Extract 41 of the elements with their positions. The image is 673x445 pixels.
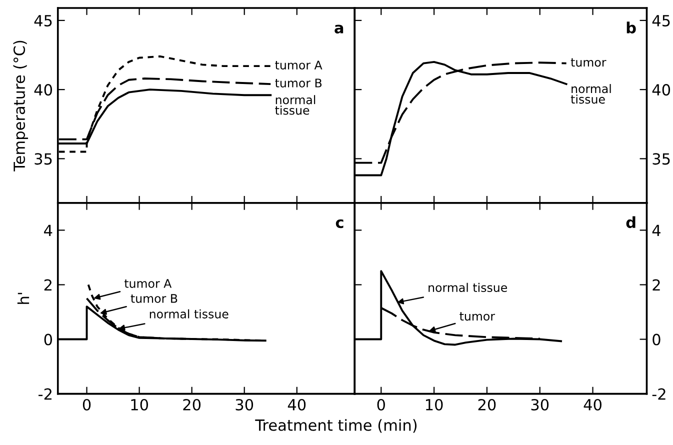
x-tick-label: 0 <box>377 398 385 411</box>
y-tick-label: -2 <box>652 388 666 400</box>
x-tick-label: 10 <box>426 398 443 411</box>
x-tick-label: 20 <box>478 398 496 411</box>
y-tick-label: 45 <box>652 15 670 26</box>
x-tick-label: 40 <box>288 398 306 411</box>
y-tick-label: -2 <box>38 388 52 400</box>
series-label: normal tissue <box>275 95 316 115</box>
annotation: normal tissue <box>150 309 228 318</box>
y-axis-title: h' <box>17 292 30 304</box>
x-tick-label: 20 <box>183 398 201 411</box>
x-tick-label: 40 <box>584 398 602 411</box>
annotation: tumor A <box>124 279 172 288</box>
annotation: normal tissue <box>428 282 508 292</box>
annotation: tumor B <box>130 294 178 303</box>
y-tick-label: 2 <box>652 279 660 291</box>
x-tick-label: 10 <box>131 398 148 411</box>
y-tick-label: 0 <box>652 334 660 346</box>
annotation: b <box>626 22 636 34</box>
annotation: a <box>334 24 344 34</box>
series-label: normal tissue <box>570 84 611 104</box>
y-tick-label: 2 <box>44 279 52 291</box>
y-tick-label: 40 <box>652 84 670 96</box>
x-tick-label: 30 <box>236 398 254 411</box>
y-tick-label: 35 <box>34 153 52 165</box>
y-tick-label: 40 <box>34 84 52 96</box>
y-tick-label: 45 <box>34 15 52 26</box>
series-label: tumor A <box>275 60 322 70</box>
x-axis-title: Treatment time (min) <box>255 419 417 433</box>
series-label: tumor B <box>275 78 322 88</box>
y-axis-title: Temperature (°C) <box>13 40 28 172</box>
y-tick-label: 4 <box>44 224 52 236</box>
annotation: d <box>626 216 636 228</box>
annotation: tumor <box>460 312 495 321</box>
x-tick-label: 30 <box>531 398 549 411</box>
y-tick-label: 4 <box>652 224 660 236</box>
y-tick-label: 0 <box>44 334 52 346</box>
annotation: c <box>336 219 344 228</box>
series-label: tumor <box>570 58 606 67</box>
x-tick-label: 0 <box>82 398 91 411</box>
y-tick-label: 35 <box>652 153 670 165</box>
